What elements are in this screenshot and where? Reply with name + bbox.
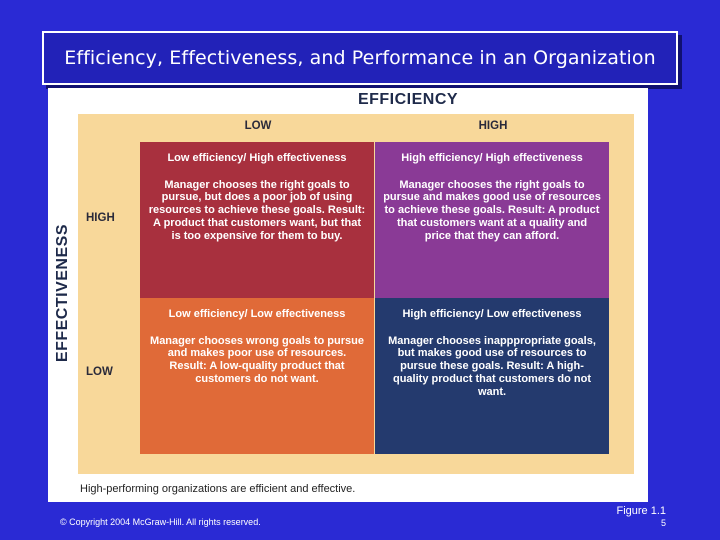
quadrant-body: Manager chooses the right goals to pursu… [383, 178, 601, 242]
row-label-low: LOW [86, 366, 113, 378]
matrix-background: LOW HIGH HIGH LOW Low efficiency/ High e… [78, 114, 634, 474]
effectiveness-axis-label: EFFECTIVENESS [54, 223, 71, 363]
figure-caption: High-performing organizations are effici… [80, 483, 356, 495]
quadrant-body: Manager chooses inapppropriate goals, bu… [388, 334, 596, 398]
slide-title-box: Efficiency, Effectiveness, and Performan… [42, 31, 678, 85]
quadrant-heading: High efficiency/ High effectiveness [401, 152, 583, 164]
effectiveness-axis-container: EFFECTIVENESS [50, 208, 76, 378]
column-label-high: HIGH [478, 120, 508, 132]
row-label-high: HIGH [86, 212, 115, 224]
slide-title: Efficiency, Effectiveness, and Performan… [64, 47, 656, 69]
column-label-low: LOW [244, 120, 272, 132]
quadrant-body: Manager chooses the right goals to pursu… [148, 178, 366, 242]
page-number: 5 [660, 518, 666, 528]
quadrant-low-efficiency-high-effectiveness: Low efficiency/ High effectiveness Manag… [140, 142, 374, 298]
quadrant-low-efficiency-low-effectiveness: Low efficiency/ Low effectiveness Manage… [140, 298, 374, 454]
quadrant-heading: Low efficiency/ Low effectiveness [168, 308, 346, 320]
quadrant-high-efficiency-high-effectiveness: High efficiency/ High effectiveness Mana… [375, 142, 609, 298]
figure-number: Figure 1.1 [616, 505, 666, 517]
quadrant-heading: Low efficiency/ High effectiveness [167, 152, 347, 164]
figure-panel: EFFICIENCY EFFECTIVENESS LOW HIGH HIGH L… [48, 88, 648, 502]
quadrant-heading: High efficiency/ Low effectiveness [402, 308, 582, 320]
copyright-notice: © Copyright 2004 McGraw-Hill. All rights… [60, 517, 261, 527]
quadrant-body: Manager chooses wrong goals to pursue an… [150, 334, 364, 385]
efficiency-axis-label: EFFICIENCY [357, 91, 459, 108]
quadrant-high-efficiency-low-effectiveness: High efficiency/ Low effectiveness Manag… [375, 298, 609, 454]
